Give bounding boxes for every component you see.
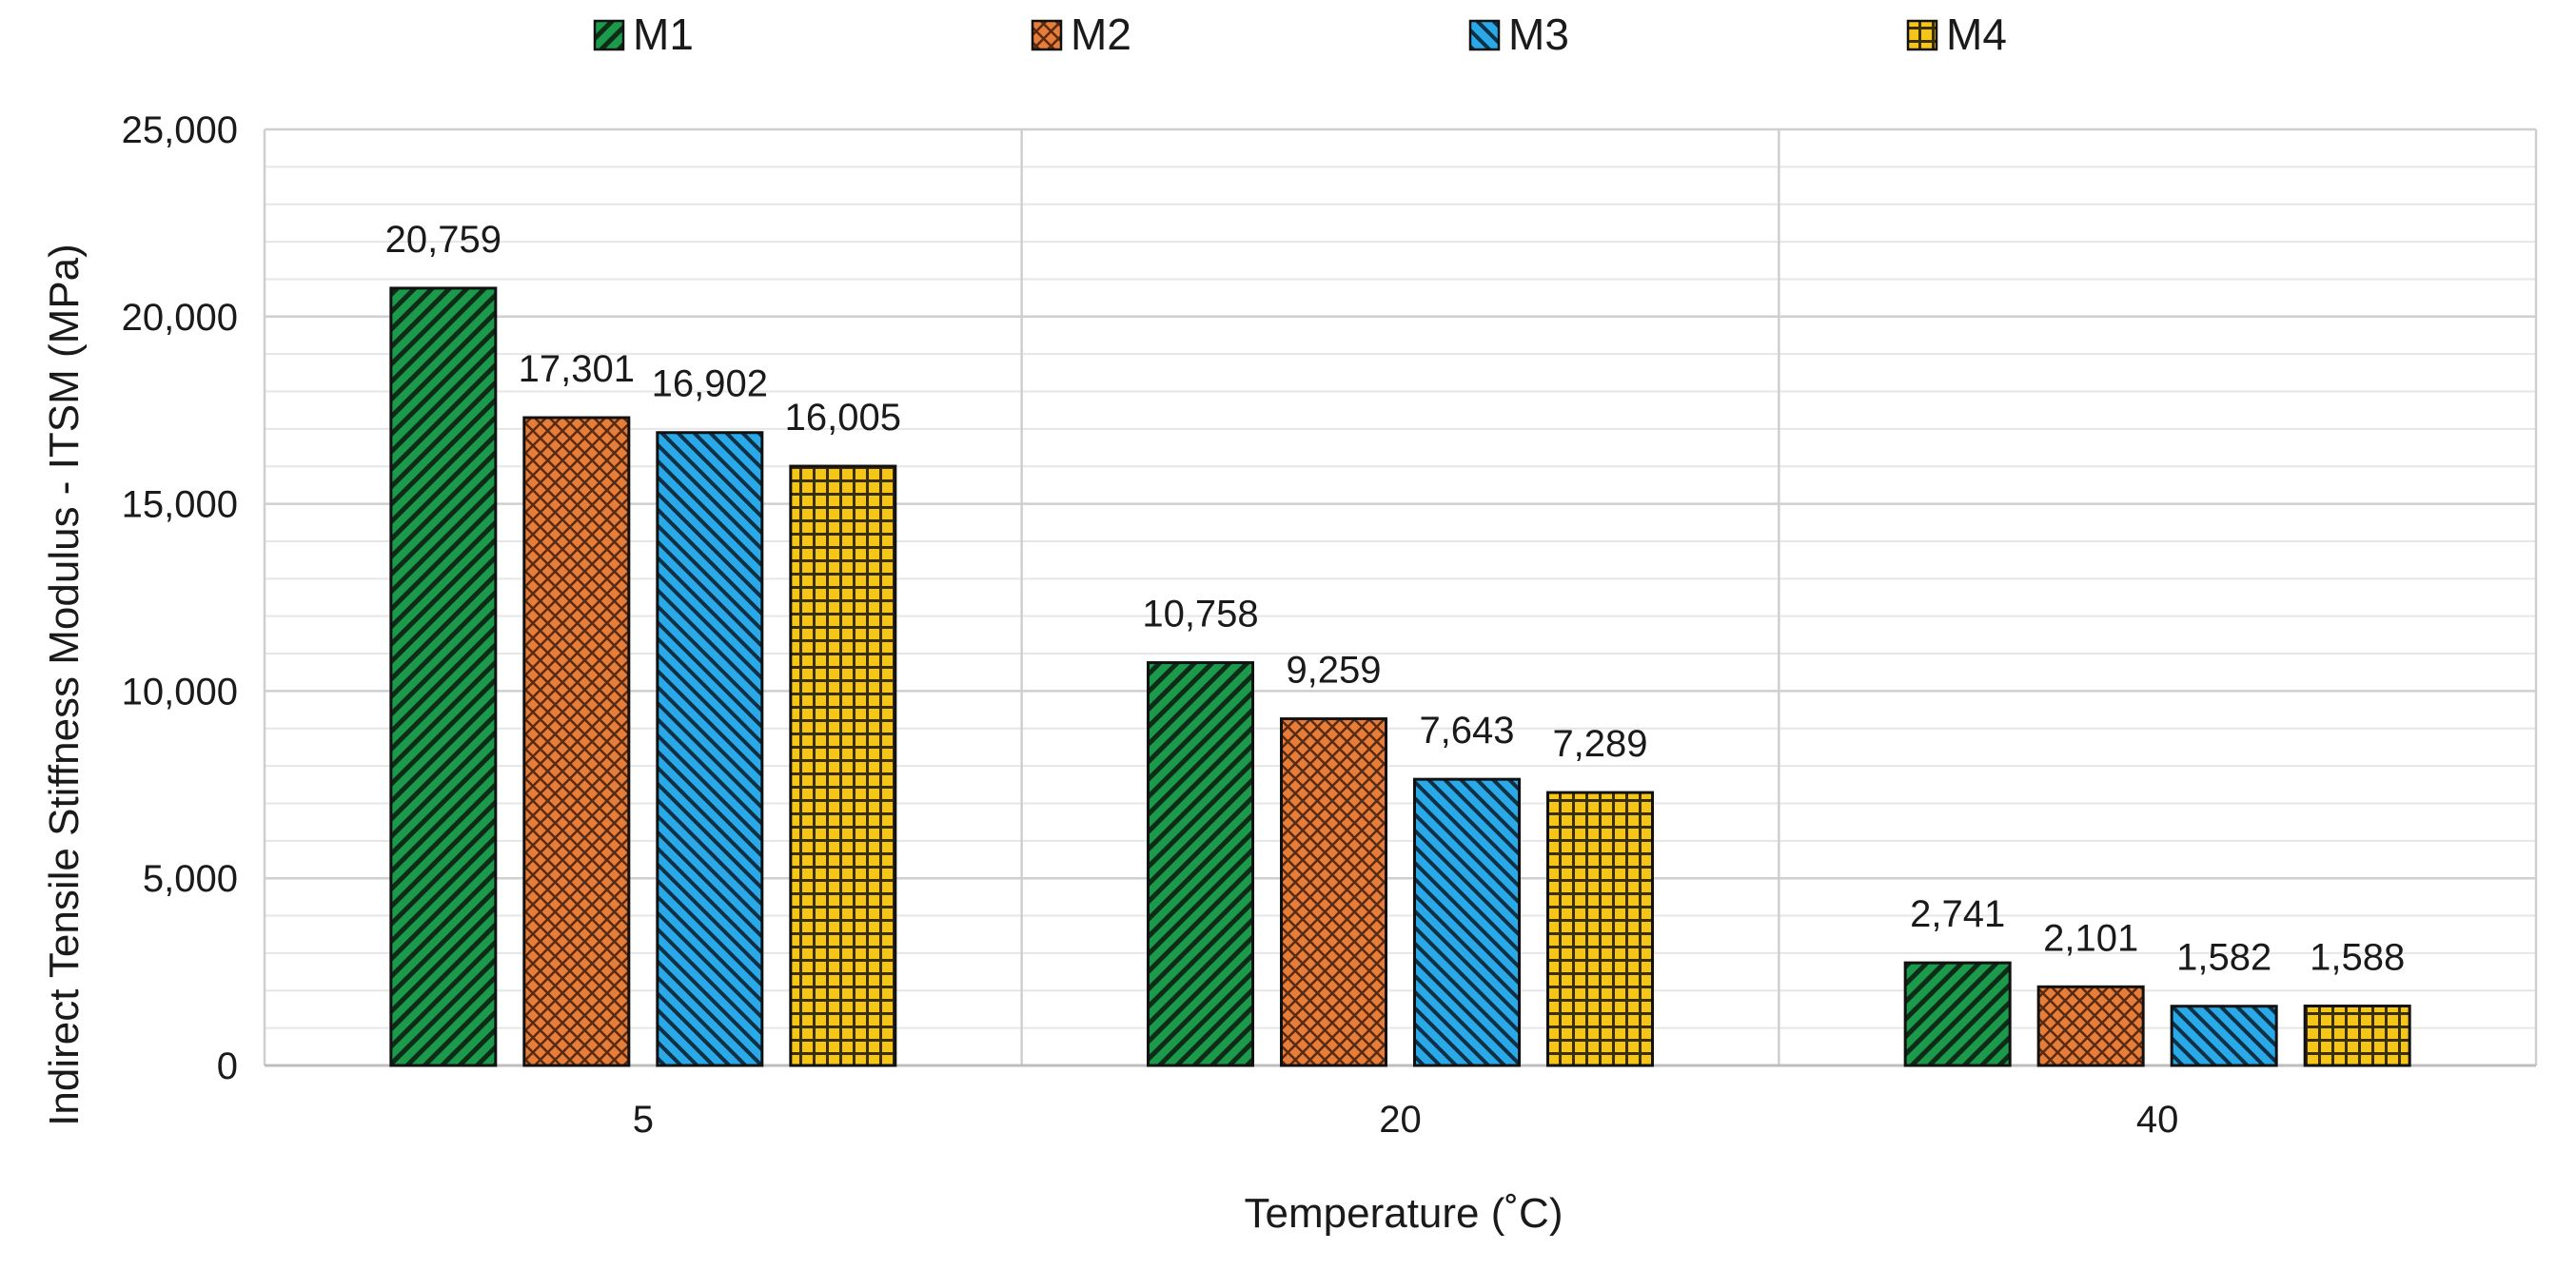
data-label-m3-5: 16,902 — [652, 363, 768, 405]
bar-m1-20 — [1147, 661, 1254, 1067]
bar-m2-5 — [522, 416, 631, 1067]
data-labels: 20,759 17,301 16,902 16,005 10,758 9,259 7,643… — [385, 219, 2406, 979]
minor-gridlines — [265, 166, 2536, 1029]
y-axis-title: Indirect Tensile Stiffness Modulus - ITS… — [41, 244, 88, 1126]
y-axis-ticks: 0 5,000 10,000 15,000 20,000 25,000 — [122, 109, 238, 1087]
bar-m4-5 — [789, 464, 897, 1067]
y-tick-label: 10,000 — [122, 671, 238, 713]
legend-swatch-m3 — [1468, 19, 1501, 51]
legend-label-m4: M4 — [1946, 10, 2007, 59]
data-label-m2-20: 9,259 — [1286, 650, 1381, 692]
plot-area — [263, 129, 2538, 1067]
bar-m2-20 — [1280, 717, 1387, 1067]
bar-m1-5 — [389, 286, 498, 1067]
bar-m3-40 — [2170, 1005, 2278, 1067]
data-label-m1-5: 20,759 — [385, 219, 501, 261]
x-tick-label: 20 — [1379, 1099, 1422, 1141]
legend-swatch-m2 — [1031, 19, 1063, 51]
x-axis-ticks: 5 20 40 — [633, 1099, 2179, 1141]
data-label-m3-40: 1,582 — [2176, 937, 2271, 979]
data-label-m2-5: 17,301 — [519, 348, 635, 390]
legend-label-m2: M2 — [1071, 10, 1131, 59]
data-label-m1-20: 10,758 — [1142, 594, 1258, 635]
bars — [389, 286, 2411, 1067]
legend-swatch-m1 — [593, 19, 625, 51]
legend-label-m3: M3 — [1508, 10, 1569, 59]
data-label-m4-20: 7,289 — [1552, 723, 1647, 765]
x-axis-title: Temperature (˚C) — [1245, 1190, 1563, 1237]
y-tick-label: 25,000 — [122, 109, 238, 151]
bar-m1-40 — [1903, 961, 2012, 1067]
y-tick-label: 20,000 — [122, 297, 238, 339]
legend-label-m1: M1 — [633, 10, 694, 59]
y-tick-label: 15,000 — [122, 484, 238, 526]
x-tick-label: 5 — [633, 1099, 654, 1141]
y-tick-label: 0 — [217, 1045, 238, 1087]
data-label-m3-20: 7,643 — [1419, 710, 1514, 752]
data-label-m4-5: 16,005 — [785, 397, 901, 439]
bar-m4-20 — [1546, 791, 1654, 1067]
legend: M1 M2 M3 M4 — [593, 10, 2007, 59]
bar-m4-40 — [2303, 1004, 2411, 1067]
bar-m3-5 — [656, 431, 764, 1067]
bar-m2-40 — [2036, 985, 2145, 1067]
data-label-m4-40: 1,588 — [2310, 936, 2405, 978]
y-tick-label: 5,000 — [143, 858, 238, 900]
major-gridlines — [265, 127, 2536, 880]
bar-m3-20 — [1413, 777, 1521, 1067]
legend-swatch-m4 — [1906, 19, 1938, 51]
data-label-m2-40: 2,101 — [2043, 917, 2138, 959]
data-label-m1-40: 2,741 — [1910, 893, 2005, 935]
x-tick-label: 40 — [2136, 1099, 2179, 1141]
